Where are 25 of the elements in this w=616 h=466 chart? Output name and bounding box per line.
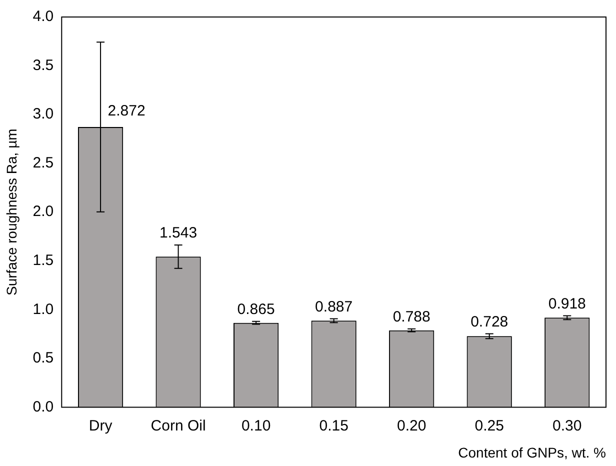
data-label: 0.887 bbox=[315, 298, 353, 316]
y-tick-label: 3.0 bbox=[32, 106, 54, 123]
data-label: 2.872 bbox=[108, 102, 146, 120]
data-label: 1.543 bbox=[160, 224, 198, 242]
x-tick-label: Corn Oil bbox=[150, 417, 206, 434]
x-tick-label: 0.30 bbox=[552, 417, 582, 434]
x-tick-label: 0.20 bbox=[396, 417, 426, 434]
y-tick-label: 2.0 bbox=[32, 203, 54, 220]
y-tick-label: 3.5 bbox=[32, 56, 54, 74]
x-tick-label: 0.25 bbox=[474, 417, 504, 434]
data-label: 0.918 bbox=[548, 295, 586, 312]
y-tick-label: 2.5 bbox=[32, 154, 54, 172]
data-label: 0.865 bbox=[237, 300, 275, 318]
y-tick-label: 4.0 bbox=[32, 8, 54, 26]
data-label: 0.788 bbox=[392, 308, 430, 326]
y-tick-label: 1.0 bbox=[32, 300, 54, 318]
y-tick-label: 0.0 bbox=[32, 398, 54, 416]
x-tick-label: 0.15 bbox=[319, 417, 348, 434]
y-axis-title: Surface roughness Ra, µm bbox=[3, 128, 20, 296]
x-axis-title: Content of GNPs, wt. % bbox=[458, 444, 606, 460]
x-tick-label: Dry bbox=[88, 417, 113, 434]
y-tick-label: 1.5 bbox=[32, 252, 54, 270]
x-tick-label: 0.10 bbox=[241, 417, 271, 434]
data-label: 0.728 bbox=[470, 313, 508, 330]
y-tick-label: 0.5 bbox=[32, 350, 54, 367]
